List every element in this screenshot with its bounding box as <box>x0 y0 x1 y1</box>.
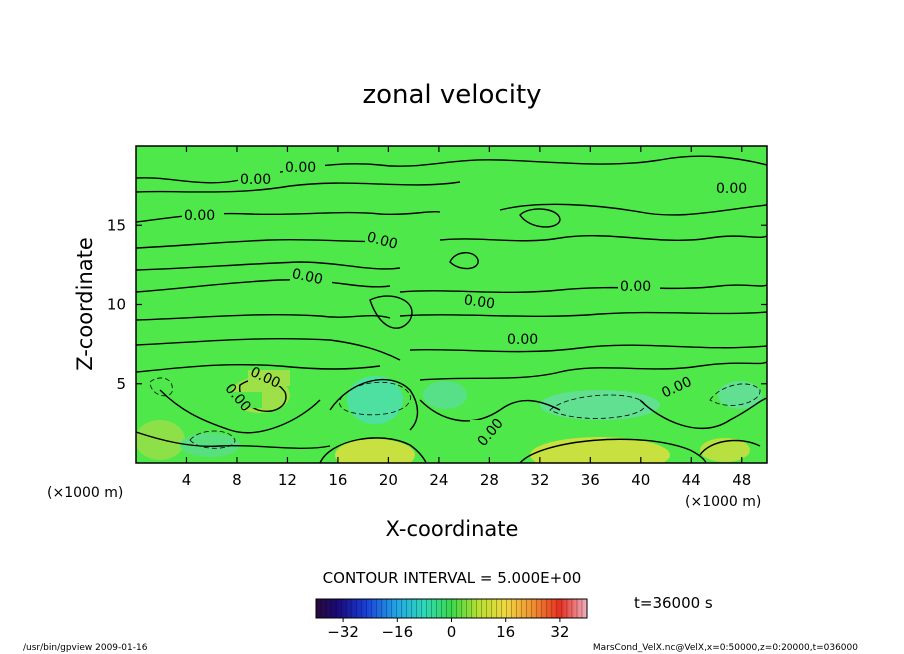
contour-line <box>399 311 767 318</box>
contour-interval-label: CONTOUR INTERVAL = 5.000E+00 <box>323 569 582 587</box>
shade-region <box>540 390 660 420</box>
contour-label: 0.00 <box>365 229 399 253</box>
x-axis-title: X-coordinate <box>386 517 519 541</box>
x-tick-label: 4 <box>182 471 192 489</box>
colorbar: −32 −16 0 16 32 <box>315 598 588 641</box>
contour-line <box>519 438 707 463</box>
shade-region <box>335 439 415 463</box>
contour-line <box>136 181 461 193</box>
contour-label: 0.00 <box>240 172 271 188</box>
z-tick-label: 15 <box>107 216 126 234</box>
contour-label: 0.00 <box>184 208 215 224</box>
negative-contours <box>149 377 761 449</box>
contour-line-negative <box>189 430 236 449</box>
time-label: t=36000 s <box>634 594 713 612</box>
contour-line <box>399 284 767 294</box>
colorbar-ticks: −32 −16 0 16 32 <box>327 618 569 641</box>
contour-line-negative <box>339 381 411 416</box>
z-axis-ticks: 5 10 15 <box>107 216 767 393</box>
x-tick-label: 12 <box>278 471 297 489</box>
contour-line <box>639 397 767 429</box>
contour-line <box>499 203 767 216</box>
z-tick-label: 10 <box>107 296 126 314</box>
contour-line <box>419 361 767 381</box>
contour-line <box>136 155 767 184</box>
contour-label: 0.00 <box>290 266 324 288</box>
contour-line-negative <box>549 394 646 419</box>
x-tick-label: 16 <box>328 471 347 489</box>
x-tick-label: 24 <box>429 471 448 489</box>
x-axis-unit: (×1000 m) <box>685 494 761 510</box>
colorbar-tick-label: 16 <box>496 623 515 641</box>
x-tick-label: 8 <box>232 471 242 489</box>
contour-line <box>136 337 401 361</box>
field-background <box>136 146 767 463</box>
contour-line <box>699 439 761 456</box>
shade-region <box>347 376 403 424</box>
shade-region <box>700 438 750 462</box>
x-tick-label: 28 <box>480 471 499 489</box>
contour-line <box>136 261 401 271</box>
z-axis-unit: (×1000 m) <box>47 485 123 501</box>
colorbar-tick-label: −32 <box>327 623 359 641</box>
contour-line <box>159 389 321 434</box>
contour-line <box>369 295 413 329</box>
contour-line <box>136 313 391 321</box>
field-shading <box>136 376 762 463</box>
contour-line <box>449 252 479 270</box>
colorbar-tick-label: 0 <box>447 623 457 641</box>
shade-region <box>136 420 185 460</box>
contour-lines <box>136 155 767 463</box>
footer-left: /usr/bin/gpview 2009-01-16 <box>23 643 148 653</box>
shade-region <box>180 433 240 457</box>
contour-line <box>409 344 767 353</box>
x-tick-label: 36 <box>581 471 600 489</box>
x-tick-label: 32 <box>530 471 549 489</box>
contour-label: 0.00 <box>716 181 747 197</box>
z-tick-label: 5 <box>116 375 126 393</box>
contour-line-negative <box>709 383 761 406</box>
contour-label: 0.00 <box>463 292 496 312</box>
footer-right: MarsCond_VelX.nc@VelX,x=0:50000,z=0:2000… <box>593 643 858 653</box>
shade-region <box>423 381 467 409</box>
chart-title: zonal velocity <box>362 80 541 110</box>
contour-line <box>136 238 401 249</box>
z-axis-title: Z-coordinate <box>73 237 97 371</box>
contour-line <box>439 235 767 242</box>
contour-line <box>519 208 561 228</box>
plot-area: 0.00 0.00 0.00 0.00 0.00 0.00 0.00 0.00 … <box>107 145 768 489</box>
x-tick-label: 44 <box>682 471 701 489</box>
contour-line <box>136 363 381 373</box>
shade-region <box>718 381 762 409</box>
contour-line <box>319 437 427 463</box>
contour-label: 0.00 <box>285 160 316 176</box>
contour-label: 0.00 <box>620 279 651 295</box>
colorbar-tick-label: 32 <box>550 623 569 641</box>
contour-line-negative <box>149 377 173 397</box>
contour-label: 0.00 <box>507 332 538 348</box>
x-axis-ticks: 4 8 12 16 20 24 28 32 36 40 44 48 <box>182 146 751 489</box>
x-tick-label: 20 <box>379 471 398 489</box>
colorbar-stripes <box>320 599 583 618</box>
contour-line <box>136 431 331 449</box>
contour-line <box>136 279 391 293</box>
shade-region <box>530 437 670 463</box>
contour-line <box>419 399 561 422</box>
x-tick-label: 40 <box>631 471 650 489</box>
colorbar-tick-label: −16 <box>381 623 413 641</box>
x-tick-label: 48 <box>732 471 751 489</box>
